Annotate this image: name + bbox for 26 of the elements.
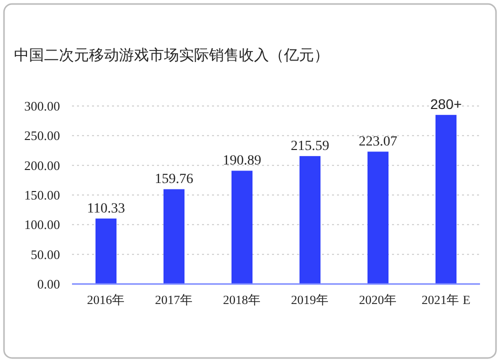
x-tick-label: 2020年 bbox=[359, 293, 397, 307]
x-tick-label: 2019年 bbox=[291, 293, 329, 307]
y-tick-label: 250.00 bbox=[24, 128, 60, 144]
y-tick-label: 300.00 bbox=[24, 98, 60, 114]
bar bbox=[164, 189, 184, 284]
data-label: 215.59 bbox=[290, 139, 330, 154]
x-tick-label: 2016年 bbox=[87, 293, 125, 307]
data-label: 280+ bbox=[430, 96, 462, 112]
x-tick-label: 2017年 bbox=[155, 293, 193, 307]
y-tick-label: 150.00 bbox=[24, 188, 60, 202]
data-label: 190.89 bbox=[222, 154, 262, 169]
data-label: 223.07 bbox=[358, 134, 398, 150]
bar bbox=[368, 152, 388, 284]
bar bbox=[96, 218, 116, 284]
data-label: 110.33 bbox=[87, 202, 125, 217]
y-tick-label: 0.00 bbox=[37, 276, 60, 292]
x-tick-label: 2021年 E bbox=[422, 293, 471, 307]
chart-title: 中国二次元移动游戏市场实际销售收入（亿元） bbox=[14, 46, 329, 64]
bar bbox=[232, 170, 252, 284]
y-tick-label: 200.00 bbox=[24, 158, 60, 173]
x-tick-label: 2018年 bbox=[223, 293, 261, 307]
y-tick-label: 100.00 bbox=[24, 217, 60, 232]
bar bbox=[436, 114, 456, 284]
data-label: 159.76 bbox=[154, 172, 194, 188]
bar bbox=[300, 156, 320, 284]
y-tick-label: 50.00 bbox=[30, 246, 60, 262]
